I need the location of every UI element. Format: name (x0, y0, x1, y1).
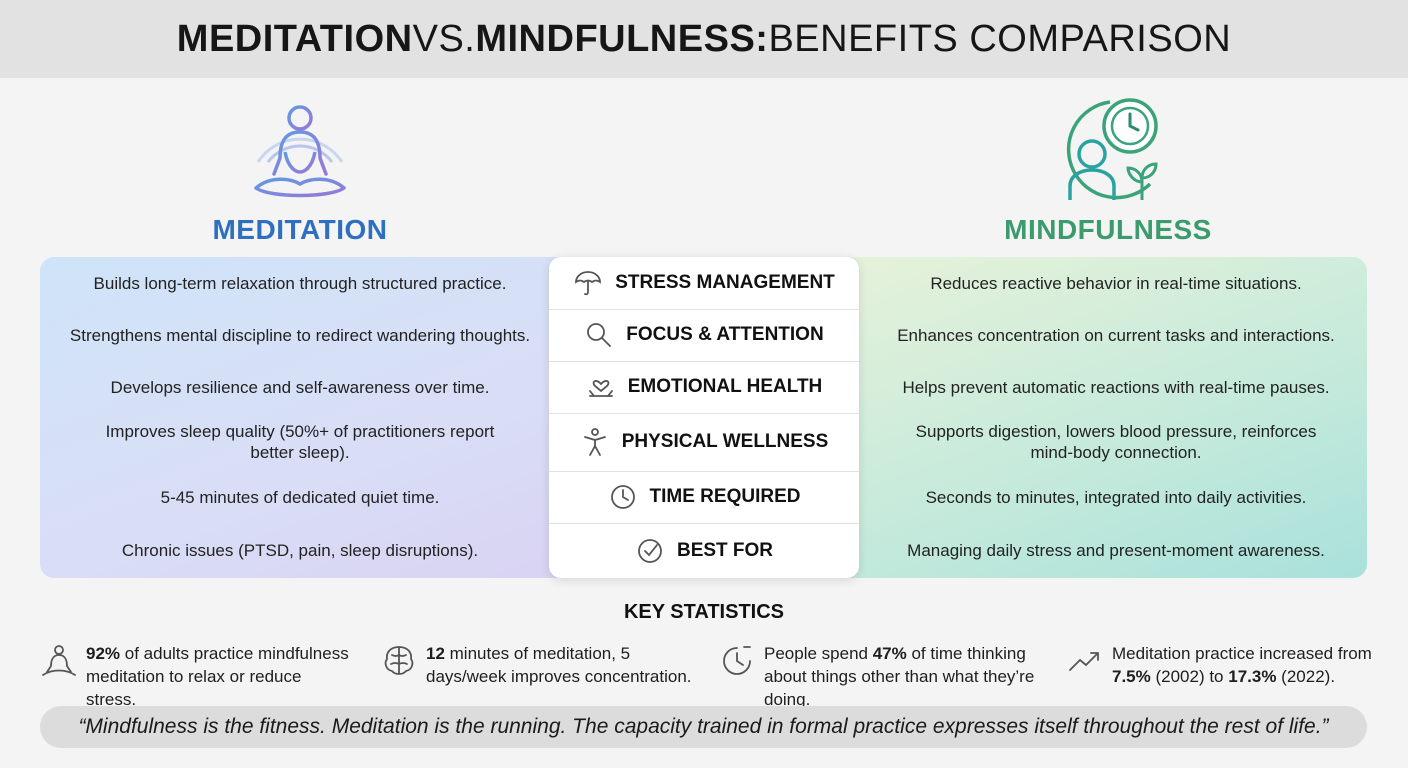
mindfulness-text: Seconds to minutes, integrated into dail… (925, 487, 1307, 507)
stats-title: KEY STATISTICS (623, 601, 785, 623)
mindfulness-text: Enhances concentration on current tasks … (897, 325, 1335, 345)
category-card: STRESS MANAGEMENT FOCUS & ATTENTION EMOTIO… (549, 257, 859, 578)
stat-icon (42, 645, 76, 676)
meditation-text: Develops resilience and self-awareness o… (110, 377, 490, 397)
stat-text: People spend 47% of time thinking about … (764, 642, 1069, 711)
text: of time thinking about things other than… (764, 644, 1035, 709)
row-label: BEST FOR (549, 523, 859, 578)
text: (2022). (1276, 667, 1336, 686)
row-icon (575, 271, 602, 296)
row-divider (549, 309, 859, 310)
row-icon (610, 485, 635, 509)
strong-text: 7.5% (1112, 667, 1151, 686)
text: minutes of meditation, 5 days/week impro… (426, 644, 692, 686)
row-label: EMOTIONAL HEALTH (549, 361, 859, 413)
mindfulness-text: Helps prevent automatic reactions with r… (902, 377, 1330, 397)
meditation-text: Strengthens mental discipline to redirec… (69, 325, 531, 345)
row-divider (549, 471, 859, 472)
stat-icon (384, 646, 414, 675)
mindfulness-text: Supports digestion, lowers blood pressur… (915, 422, 1317, 462)
row-icon (588, 380, 613, 397)
strong-text: 92% (86, 644, 121, 663)
row-label: STRESS MANAGEMENT (549, 257, 859, 309)
meditation-text: Improves sleep quality (50%+ of practiti… (105, 422, 495, 462)
stat-text: 92% of adults practice mindfulness medit… (86, 642, 356, 711)
mindfulness-icon (1066, 98, 1158, 200)
strong-text: MEDITATION (176, 17, 413, 60)
stat-text: Meditation practice increased from 7.5% … (1112, 642, 1374, 688)
row-label-text: STRESS MANAGEMENT (615, 272, 835, 293)
text: Meditation practice increased from (1112, 644, 1372, 663)
strong-text: 12 (426, 644, 445, 663)
text: VS. (412, 17, 476, 60)
meditation-text: Chronic issues (PTSD, pain, sleep disrup… (121, 541, 479, 560)
mindfulness-heading: MINDFULNESS (1004, 214, 1212, 245)
text: of adults practice mindfulness meditatio… (86, 644, 349, 709)
row-label-text: FOCUS & ATTENTION (626, 324, 824, 345)
strong-text: 17.3% (1228, 667, 1277, 686)
text: (2002) to (1150, 667, 1229, 686)
text: People spend (764, 644, 873, 663)
row-divider (549, 413, 859, 414)
text: BENEFITS COMPARISON (768, 17, 1232, 60)
strong-text: MINDFULNESS: (475, 17, 769, 60)
mindfulness-text: Managing daily stress and present-moment… (907, 541, 1325, 560)
mindfulness-text: Reduces reactive behavior in real-time s… (930, 273, 1302, 293)
mindfulness-panel (840, 257, 1367, 578)
row-icon (638, 538, 662, 563)
row-label: FOCUS & ATTENTION (549, 309, 859, 361)
stat-icon (1069, 652, 1099, 671)
strong-text: 47% (872, 644, 907, 663)
row-label-text: TIME REQUIRED (649, 486, 801, 507)
stat-item: 92% of adults practice mindfulness medit… (40, 642, 356, 711)
row-icon (587, 323, 612, 347)
row-label: TIME REQUIRED (549, 471, 859, 523)
row-label: PHYSICAL WELLNESS (549, 413, 859, 471)
quote: “Mindfulness is the fitness. Meditation … (40, 706, 1367, 748)
meditation-text: 5-45 minutes of dedicated quiet time. (160, 487, 440, 507)
stat-item: People spend 47% of time thinking about … (718, 642, 1069, 711)
header: MEDITATION VS. MINDFULNESS: BENEFITS COM… (0, 0, 1408, 78)
stat-item: Meditation practice increased from 7.5% … (1066, 642, 1374, 688)
row-label-text: BEST FOR (676, 539, 774, 561)
stat-icon (723, 646, 751, 675)
row-label-text: EMOTIONAL HEALTH (627, 376, 823, 397)
meditation-icon (254, 105, 346, 198)
row-divider (549, 361, 859, 362)
meditation-heading: MEDITATION (212, 214, 388, 245)
stat-item: 12 minutes of meditation, 5 days/week im… (380, 642, 701, 688)
row-label-text: PHYSICAL WELLNESS (621, 431, 829, 452)
meditation-text: Builds long-term relaxation through stru… (93, 273, 507, 293)
stat-text: 12 minutes of meditation, 5 days/week im… (426, 642, 701, 688)
row-icon (583, 428, 606, 456)
row-divider (549, 523, 859, 524)
